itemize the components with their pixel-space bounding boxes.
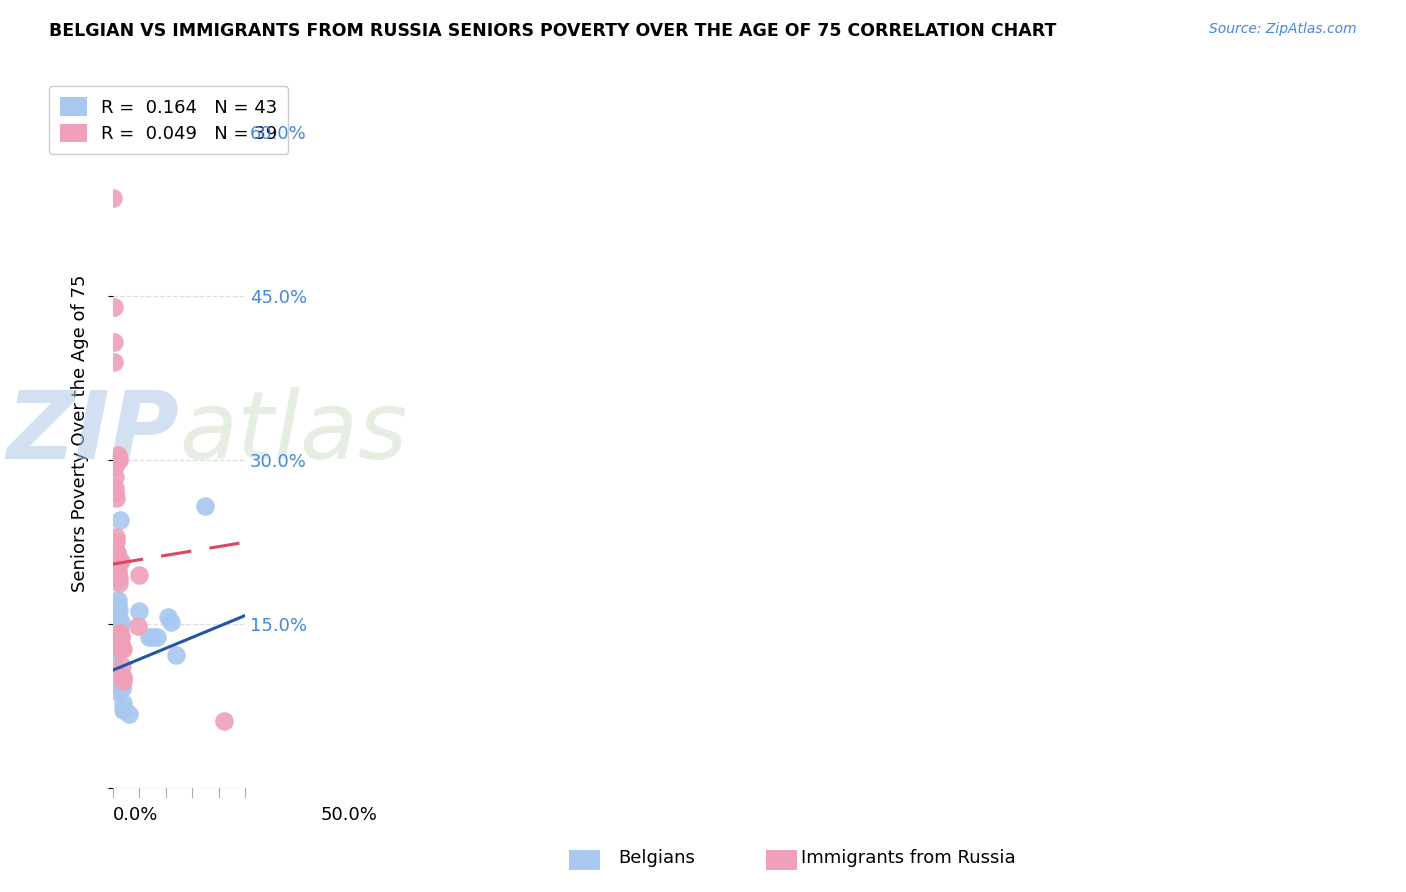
Point [108,575,131,590]
Point [103,300,125,314]
Point [108,641,131,656]
Point [104,619,127,633]
Point [110,670,132,684]
Point [107,603,129,617]
Point [105,608,128,623]
Point [107,448,129,462]
Point [111,696,134,710]
Point [103,191,125,205]
Point [108,619,131,633]
Point [111,670,134,684]
Legend: R =  0.164   N = 43, R =  0.049   N = 39: R = 0.164 N = 43, R = 0.049 N = 39 [49,87,288,154]
Point [103,335,125,350]
Point [107,608,129,623]
Point [103,644,125,658]
Point [107,563,129,577]
Text: 0.0%: 0.0% [112,806,159,824]
Point [103,677,125,691]
Point [110,554,132,568]
Point [105,603,128,617]
Point [103,656,125,670]
Text: Belgians: Belgians [619,849,696,867]
Point [108,672,131,686]
Point [105,551,128,566]
Point [110,631,132,645]
Point [104,458,127,473]
Point [107,598,129,612]
Point [141,631,163,645]
Point [110,641,132,656]
Point [104,626,127,640]
Point [104,481,127,495]
Point [107,568,129,582]
Point [105,623,128,637]
Point [108,571,131,585]
Point [108,513,131,527]
Point [111,674,134,689]
Y-axis label: Seniors Poverty Over the Age of 75: Seniors Poverty Over the Age of 75 [72,274,89,591]
Point [108,626,131,640]
Point [105,546,128,560]
Text: Source: ZipAtlas.com: Source: ZipAtlas.com [1209,22,1357,37]
Point [110,631,132,645]
Point [107,612,129,626]
Point [110,554,132,568]
Point [104,469,127,483]
Point [105,607,128,621]
Point [138,631,160,645]
Point [159,615,181,629]
Text: BELGIAN VS IMMIGRANTS FROM RUSSIA SENIORS POVERTY OVER THE AGE OF 75 CORRELATION: BELGIAN VS IMMIGRANTS FROM RUSSIA SENIOR… [49,22,1056,40]
Point [104,614,127,628]
Point [105,619,128,633]
Point [112,702,135,716]
Point [108,685,131,699]
Point [127,619,149,633]
Point [110,637,132,651]
Point [194,499,217,513]
Point [212,714,235,728]
Point [105,546,128,560]
Point [110,642,132,657]
Text: ZIP: ZIP [6,387,179,479]
Point [111,681,134,695]
Point [105,535,128,549]
Point [104,491,127,506]
Point [111,658,134,673]
Point [111,642,134,657]
Point [107,453,129,467]
Point [111,681,134,695]
Point [105,530,128,544]
Point [111,675,134,690]
Point [128,568,150,582]
Point [128,604,150,618]
Point [104,615,127,629]
Point [107,450,129,465]
Point [104,631,127,645]
Point [105,598,128,612]
Point [108,626,131,640]
Point [112,702,135,716]
Point [104,486,127,500]
Text: 50.0%: 50.0% [321,806,377,824]
Point [103,661,125,675]
Point [118,706,141,721]
Point [105,557,128,571]
Point [103,355,125,369]
Text: Immigrants from Russia: Immigrants from Russia [801,849,1017,867]
Point [107,593,129,607]
Point [111,641,134,656]
Text: atlas: atlas [179,387,408,478]
Point [165,648,187,662]
Point [110,615,132,629]
Point [146,631,169,645]
Point [112,670,135,684]
Point [156,609,179,624]
